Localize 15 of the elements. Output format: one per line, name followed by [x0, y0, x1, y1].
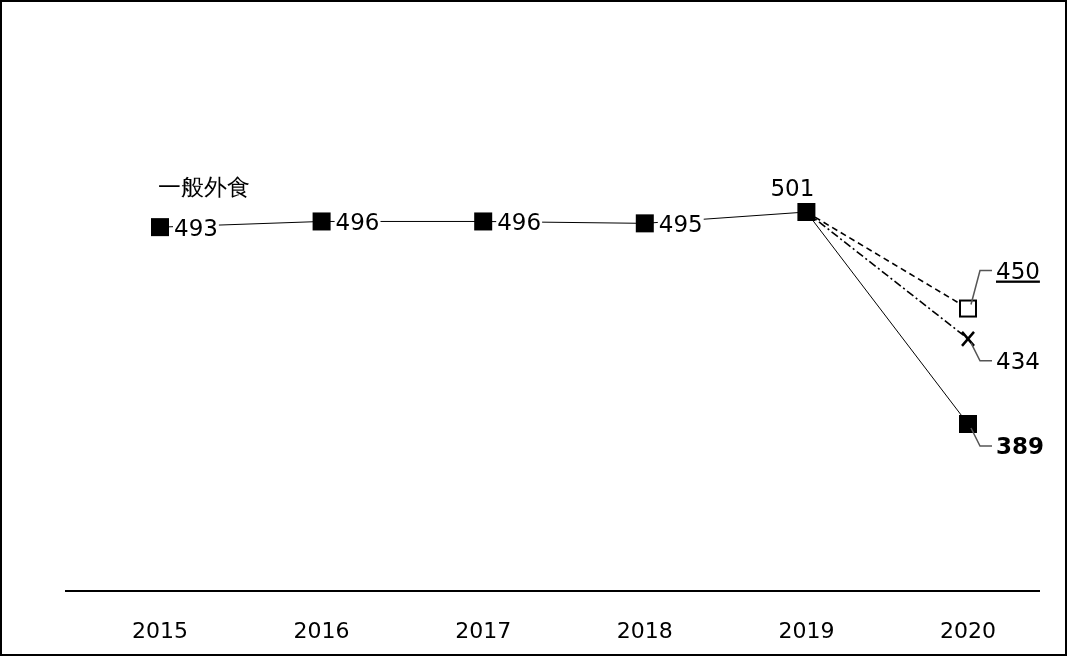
x-tick-label: 2019	[778, 618, 835, 643]
x-tick-label: 2017	[455, 618, 512, 643]
data-label: 495	[658, 211, 703, 238]
x-tick-label: 2020	[940, 618, 996, 643]
data-label: 389	[996, 433, 1045, 459]
x-tick-label: 2018	[616, 618, 673, 643]
data-label: 501	[770, 175, 815, 201]
x-tick-label: 2016	[293, 618, 350, 643]
data-label: 493	[174, 215, 218, 242]
x-tick-label: 2015	[132, 618, 188, 643]
data-label: 434	[996, 347, 1040, 374]
data-label: 450	[996, 257, 1040, 284]
data-label: 496	[335, 209, 380, 236]
series-label: 一般外食	[158, 174, 250, 201]
data-label: 496	[497, 209, 542, 236]
